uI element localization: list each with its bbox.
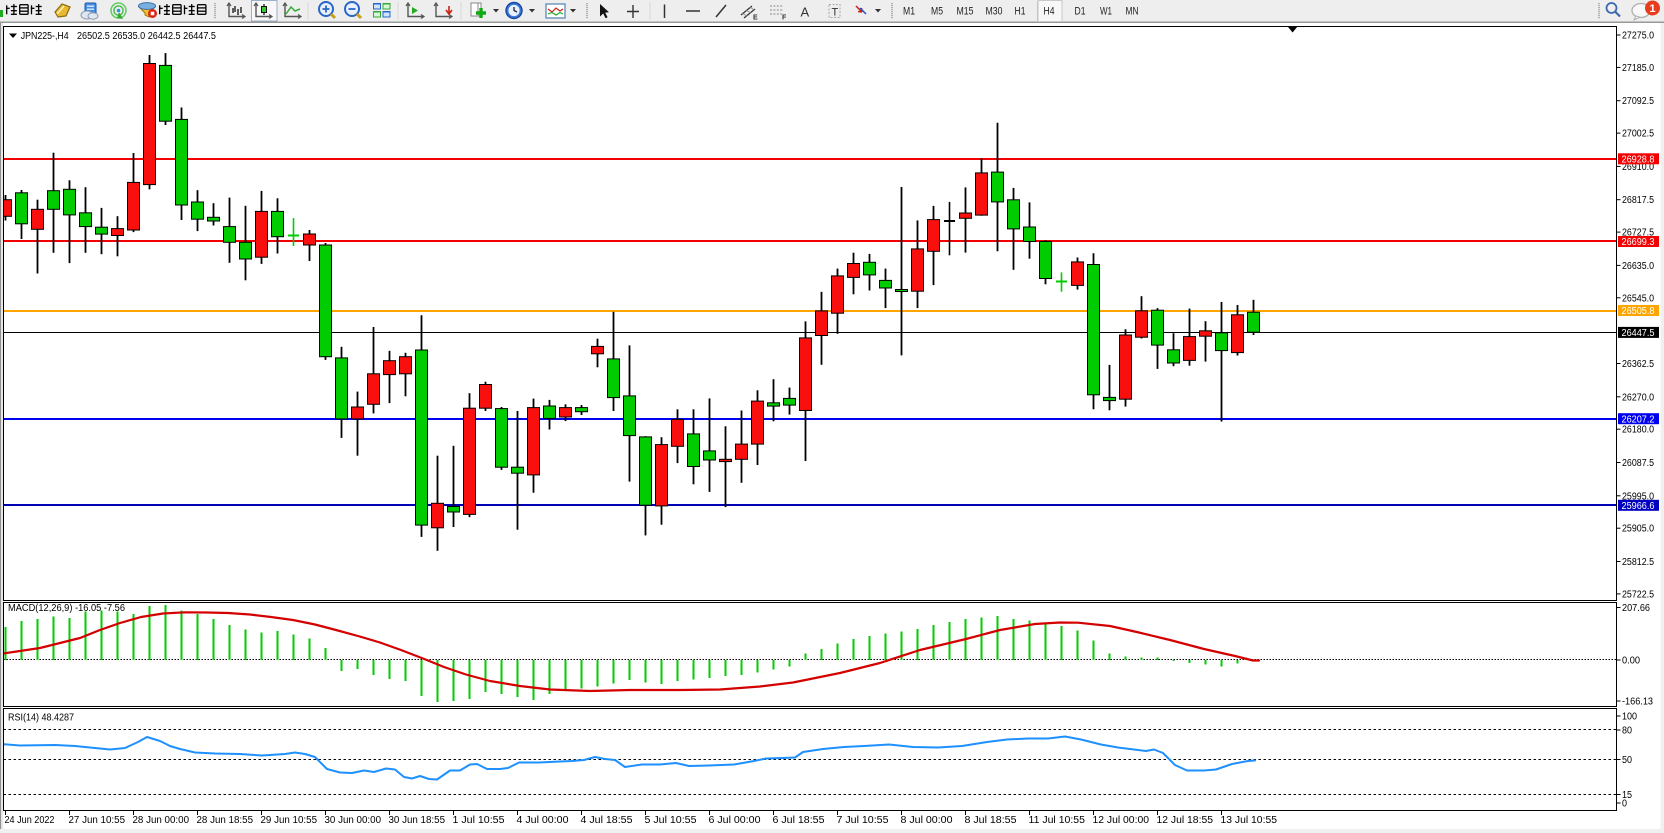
svg-text:27092.5: 27092.5 — [1622, 96, 1654, 107]
svg-text:26362.5: 26362.5 — [1622, 359, 1654, 370]
svg-text:12 Jul 00:00: 12 Jul 00:00 — [1093, 815, 1150, 826]
svg-text:27275.0: 27275.0 — [1622, 31, 1654, 42]
svg-text:E: E — [753, 15, 758, 22]
svg-text:MACD(12,26,9) -16.05 -7.56: MACD(12,26,9) -16.05 -7.56 — [8, 603, 125, 614]
svg-text:D1: D1 — [1075, 6, 1086, 18]
svg-text:4 Jul 00:00: 4 Jul 00:00 — [517, 815, 569, 826]
svg-text:27 Jun 10:55: 27 Jun 10:55 — [69, 815, 126, 826]
svg-text:29 Jun 10:55: 29 Jun 10:55 — [261, 815, 318, 826]
svg-text:26087.5: 26087.5 — [1622, 458, 1654, 469]
svg-text:26270.0: 26270.0 — [1622, 392, 1654, 403]
svg-text:5 Jul 10:55: 5 Jul 10:55 — [645, 815, 697, 826]
svg-text:7 Jul 10:55: 7 Jul 10:55 — [837, 815, 889, 826]
svg-text:11 Jul 10:55: 11 Jul 10:55 — [1029, 815, 1086, 826]
svg-text:13 Jul 10:55: 13 Jul 10:55 — [1221, 815, 1278, 826]
svg-text:15: 15 — [1622, 790, 1632, 801]
svg-text:T: T — [832, 7, 839, 19]
svg-text:50: 50 — [1622, 755, 1632, 766]
svg-text:28 Jun 18:55: 28 Jun 18:55 — [197, 815, 254, 826]
svg-text:0: 0 — [1622, 799, 1627, 810]
svg-text:1: 1 — [1649, 3, 1655, 15]
svg-text:26727.5: 26727.5 — [1622, 228, 1654, 239]
svg-text:8 Jul 00:00: 8 Jul 00:00 — [901, 815, 953, 826]
svg-text:26635.0: 26635.0 — [1622, 261, 1654, 272]
svg-text:25995.0: 25995.0 — [1622, 491, 1654, 502]
svg-text:25722.5: 25722.5 — [1622, 589, 1654, 600]
svg-text:6 Jul 18:55: 6 Jul 18:55 — [773, 815, 825, 826]
svg-text:25905.0: 25905.0 — [1622, 524, 1654, 535]
svg-text:80: 80 — [1622, 726, 1632, 737]
svg-text:207.66: 207.66 — [1622, 603, 1650, 614]
svg-text:26180.0: 26180.0 — [1622, 425, 1654, 436]
svg-text:A: A — [801, 5, 810, 20]
svg-text:26910.0: 26910.0 — [1622, 162, 1654, 173]
svg-text:8 Jul 18:55: 8 Jul 18:55 — [965, 815, 1017, 826]
svg-text:W1: W1 — [1100, 6, 1112, 18]
svg-text:25812.5: 25812.5 — [1622, 557, 1654, 568]
svg-text:26545.0: 26545.0 — [1622, 293, 1654, 304]
svg-text:M1: M1 — [903, 6, 915, 18]
svg-text:F: F — [782, 15, 787, 22]
svg-text:H1: H1 — [1015, 6, 1026, 18]
svg-text:26447.5: 26447.5 — [1622, 328, 1655, 339]
svg-text:JPN225-,H4: JPN225-,H4 — [21, 31, 69, 42]
svg-text:26928.8: 26928.8 — [1622, 154, 1655, 165]
svg-text:26505.8: 26505.8 — [1622, 306, 1655, 317]
svg-text:-166.13: -166.13 — [1622, 697, 1653, 708]
svg-text:RSI(14) 48.4287: RSI(14) 48.4287 — [8, 713, 74, 724]
svg-text:27002.5: 27002.5 — [1622, 129, 1654, 140]
svg-text:30 Jun 00:00: 30 Jun 00:00 — [325, 815, 382, 826]
svg-text:27185.0: 27185.0 — [1622, 63, 1654, 74]
svg-text:28 Jun 00:00: 28 Jun 00:00 — [133, 815, 190, 826]
svg-text:26817.5: 26817.5 — [1622, 195, 1654, 206]
svg-text:30 Jun 18:55: 30 Jun 18:55 — [389, 815, 446, 826]
svg-text:M30: M30 — [986, 6, 1003, 18]
svg-text:12 Jul 18:55: 12 Jul 18:55 — [1157, 815, 1214, 826]
svg-text:6 Jul 00:00: 6 Jul 00:00 — [709, 815, 761, 826]
svg-text:MN: MN — [1126, 6, 1139, 18]
svg-text:24 Jun 2022: 24 Jun 2022 — [5, 815, 55, 826]
svg-text:M5: M5 — [931, 6, 943, 18]
svg-text:M15: M15 — [957, 6, 974, 18]
svg-text:0.00: 0.00 — [1622, 656, 1640, 667]
svg-text:26207.2: 26207.2 — [1622, 414, 1655, 425]
svg-text:100: 100 — [1622, 712, 1637, 723]
svg-text:H4: H4 — [1044, 6, 1055, 18]
svg-text:1 Jul 10:55: 1 Jul 10:55 — [453, 815, 505, 826]
svg-text:25966.6: 25966.6 — [1622, 501, 1655, 512]
svg-text:26502.5 26535.0 26442.5 26447.: 26502.5 26535.0 26442.5 26447.5 — [77, 31, 216, 42]
svg-text:4 Jul 18:55: 4 Jul 18:55 — [581, 815, 633, 826]
svg-text:26699.3: 26699.3 — [1622, 237, 1655, 248]
